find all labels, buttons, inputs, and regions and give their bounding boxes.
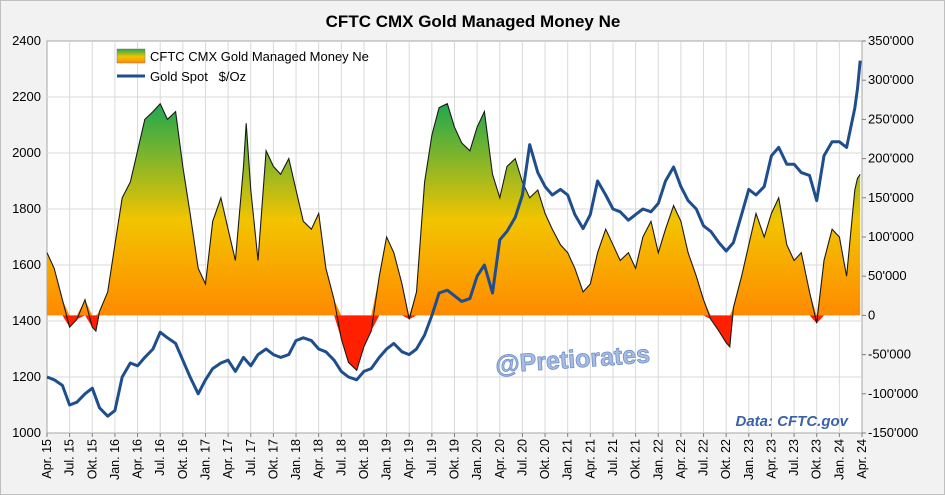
y-right-tick-label: -50'000: [868, 347, 911, 362]
x-tick-label: Apr. 17: [221, 439, 235, 479]
x-tick-label: Okt. 18: [357, 439, 371, 479]
x-tick-label: Jul. 15: [63, 439, 77, 476]
x-tick-label: Jan. 16: [108, 439, 122, 480]
x-tick-label: Apr. 24: [855, 439, 869, 479]
chart-title: CFTC CMX Gold Managed Money Ne: [326, 12, 621, 31]
x-tick-label: Jan. 24: [832, 439, 846, 480]
y-right-tick-label: 100'000: [868, 229, 914, 244]
x-tick-label: Jul. 22: [697, 439, 711, 476]
x-tick-label: Apr. 15: [40, 439, 54, 479]
x-tick-label: Jul. 20: [515, 439, 529, 476]
y-left-tick-label: 1400: [12, 313, 41, 328]
x-tick-label: Okt. 20: [538, 439, 552, 479]
cot-area-layer: [46, 102, 861, 372]
y-right-tick-label: 150'000: [868, 190, 914, 205]
x-tick-label: Jul. 19: [425, 439, 439, 476]
x-tick-label: Jul. 23: [787, 439, 801, 476]
x-tick-label: Apr. 22: [674, 439, 688, 479]
x-tick-label: Jan. 19: [380, 439, 394, 480]
x-tick-label: Jan. 18: [289, 439, 303, 480]
x-tick-label: Jan. 23: [742, 439, 756, 480]
x-tick-label: Okt. 22: [719, 439, 733, 479]
legend-label-cot: CFTC CMX Gold Managed Money Ne: [150, 49, 369, 64]
x-tick-label: Okt. 19: [448, 439, 462, 479]
x-tick-label: Okt. 21: [629, 439, 643, 479]
source-note: Data: CFTC.gov: [736, 413, 850, 430]
x-tick-label: Jan. 22: [651, 439, 665, 480]
legend: CFTC CMX Gold Managed Money Ne Gold Spot…: [116, 48, 369, 84]
x-tick-label: Apr. 20: [493, 439, 507, 479]
y-left-tick-label: 2200: [12, 89, 41, 104]
gold-line-layer: [46, 60, 862, 418]
x-tick-label: Jul. 17: [244, 439, 258, 476]
x-tick-label: Okt. 16: [176, 439, 190, 479]
y-right-tick-label: 250'000: [868, 111, 914, 126]
x-tick-label: Apr. 23: [764, 439, 778, 479]
x-tick-label: Okt. 15: [85, 439, 99, 479]
y-right-tick-label: 0: [868, 307, 875, 322]
y-right-tick-label: -100'000: [868, 386, 918, 401]
y-left-tick-label: 1600: [12, 257, 41, 272]
x-tick-label: Jul. 18: [334, 439, 348, 476]
x-tick-label: Apr. 16: [131, 439, 145, 479]
y-right-tick-label: 200'000: [868, 151, 914, 166]
y-right-tick-label: 350'000: [868, 33, 914, 48]
x-tick-label: Jan. 20: [470, 439, 484, 480]
x-tick-label: Okt. 23: [810, 439, 824, 479]
cot-area-positive: [47, 103, 861, 316]
y-right-tick-label: 300'000: [868, 72, 914, 87]
x-tick-label: Jul. 21: [606, 439, 620, 476]
axes: 1000 1200 1400 1600 1800 2000 2200 2400 -150'000…: [12, 33, 918, 480]
x-tick-label: Okt. 17: [266, 439, 280, 479]
cot-area-outline: [46, 102, 861, 372]
x-tick-label: Jan. 21: [561, 439, 575, 480]
y-right-tick-label: -150'000: [868, 425, 918, 440]
y-left-tick-label: 1200: [12, 369, 41, 384]
x-tick-label: Apr. 19: [402, 439, 416, 479]
y-left-tick-label: 1800: [12, 201, 41, 216]
legend-swatch-cot: [116, 48, 146, 64]
x-tick-label: Apr. 21: [583, 439, 597, 479]
gold-spot-line: [46, 60, 862, 418]
y-left-tick-label: 2000: [12, 145, 41, 160]
x-tick-label: Jan. 17: [198, 439, 212, 480]
y-right-tick-label: 50'000: [868, 268, 907, 283]
y-left-tick-label: 2400: [12, 33, 41, 48]
x-tick-label: Jul. 16: [153, 439, 167, 476]
y-left-tick-label: 1000: [12, 425, 41, 440]
x-tick-label: Apr. 18: [312, 439, 326, 479]
legend-label-gold: Gold Spot $/Oz: [150, 69, 246, 84]
